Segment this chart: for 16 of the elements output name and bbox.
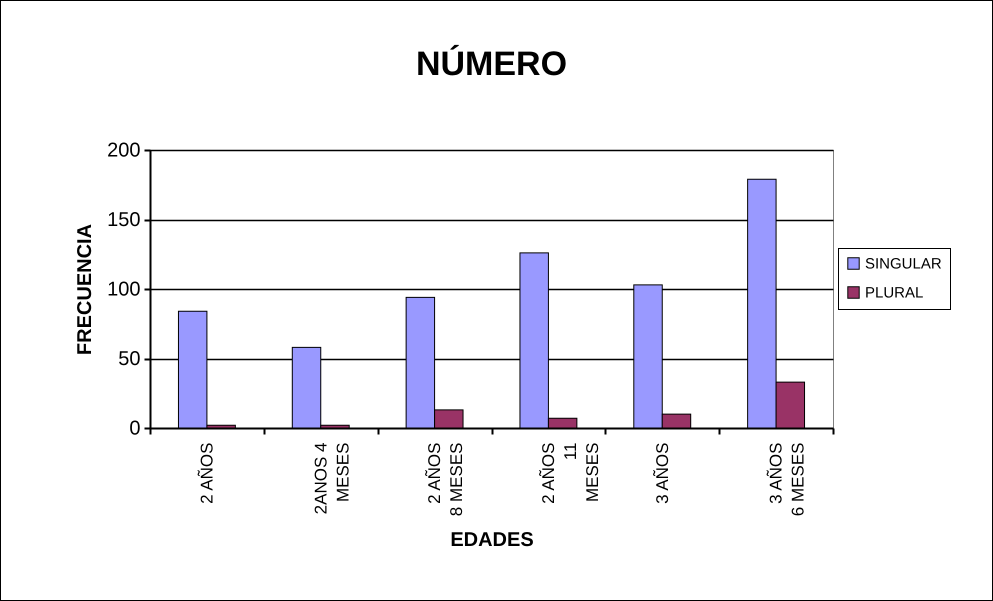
y-tick-label: 150 [107,209,140,231]
x-tick-label: 2 AÑOS 11 MESES [538,442,602,504]
chart-title: NÚMERO [416,44,568,83]
legend-label: PLURAL [865,284,924,302]
legend-label: SINGULAR [865,256,942,272]
y-tick-label: 0 [129,418,140,440]
x-tick-label: 3 AÑOS [652,442,672,504]
x-tick-label: 2 AÑOS 8 MESES [425,442,466,516]
x-tick-label: 2 AÑOS [197,442,216,504]
y-tick-label: 200 [107,140,140,162]
y-tick-label: 50 [118,348,140,370]
y-axis-title: FRECUENCIA [74,224,96,356]
x-tick-label: 2ANOS 4 MESES [311,442,352,514]
y-tick-label: 100 [107,278,140,300]
x-axis-title: EDADES [450,529,534,552]
x-tick-label: 3 AÑOS 6 MESES [766,442,808,516]
